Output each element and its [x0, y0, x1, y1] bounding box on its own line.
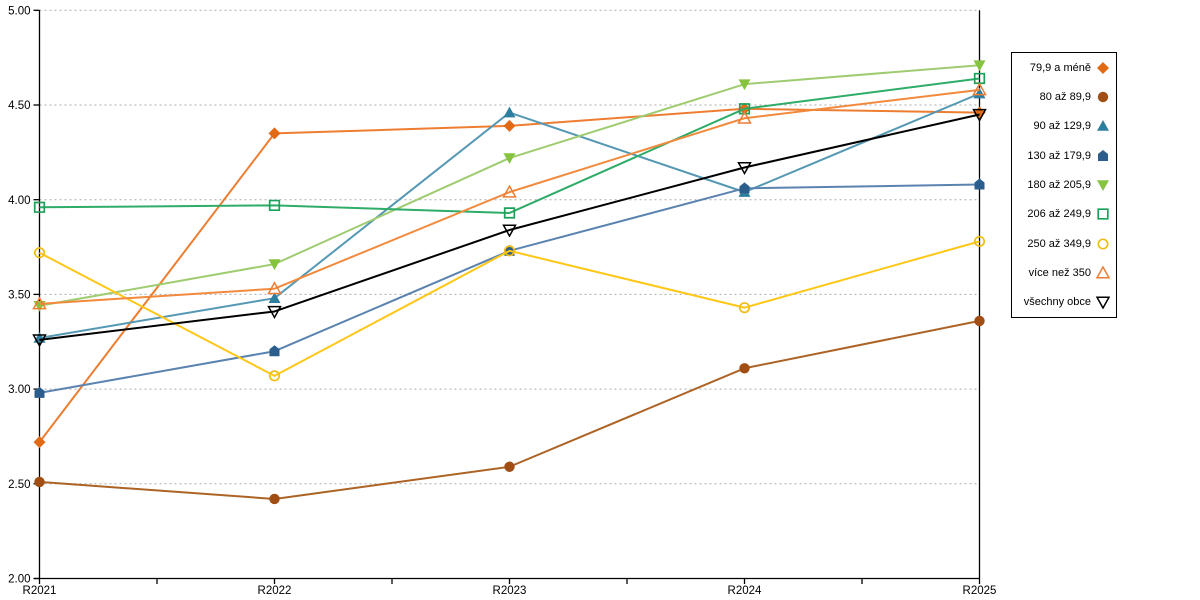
- triangle-down-marker-icon: [1097, 180, 1109, 191]
- series-line: [39, 88, 980, 305]
- y-tick-label: 4.00: [8, 195, 30, 207]
- data-point-marker: [972, 82, 987, 96]
- legend-label: 79,9 a méně: [1029, 61, 1091, 74]
- series-line: [39, 113, 980, 341]
- data-point-marker: [974, 315, 985, 327]
- circle-marker-icon: [1097, 238, 1109, 250]
- data-point-marker: [33, 247, 46, 259]
- data-point-marker: [739, 182, 750, 194]
- series-6: [33, 72, 986, 219]
- legend-item-7: 250 až 349,9: [1012, 229, 1116, 258]
- x-tick-label: R2024: [728, 585, 762, 597]
- data-point-marker: [33, 436, 46, 449]
- data-point-marker: [504, 461, 515, 472]
- data-point-marker: [738, 302, 751, 314]
- legend-label: 80 až 89,9: [1039, 90, 1091, 103]
- series-line: [39, 240, 980, 377]
- data-point-marker: [268, 370, 281, 382]
- data-point-marker: [503, 106, 516, 118]
- data-point-marker: [738, 79, 751, 91]
- data-point-marker: [973, 87, 986, 99]
- data-point-marker: [973, 72, 986, 85]
- series-8: [32, 82, 987, 310]
- y-tick-label: 4.50: [8, 100, 30, 112]
- series-2: [34, 315, 985, 505]
- data-point-marker: [268, 199, 281, 212]
- data-point-marker: [34, 476, 45, 488]
- series-1: [33, 102, 986, 449]
- legend-label: 130 až 179,9: [1027, 149, 1091, 162]
- data-point-marker: [269, 345, 280, 357]
- triangle-up-marker-icon: [1096, 265, 1110, 279]
- legend-item-6: 206 až 249,9: [1012, 200, 1116, 229]
- data-point-marker: [267, 281, 282, 295]
- legend-item-1: 79,9 a méně: [1012, 53, 1116, 82]
- triangle-up-marker-icon: [1097, 120, 1109, 132]
- data-point-marker: [269, 493, 280, 505]
- data-point-marker: [737, 161, 752, 176]
- series-line: [39, 77, 980, 214]
- legend-label: 206 až 249,9: [1027, 208, 1091, 221]
- x-tick-label: R2021: [23, 585, 57, 597]
- data-point-marker: [974, 178, 985, 190]
- square-marker-icon: [1097, 208, 1109, 220]
- data-point-marker: [32, 296, 47, 310]
- series-4: [34, 178, 985, 398]
- legend-item-8: více než 350: [1012, 258, 1116, 287]
- triangle-down-marker-icon: [1096, 296, 1110, 310]
- y-tick-label: 2.00: [8, 574, 30, 586]
- series-line: [39, 183, 980, 394]
- legend-label: 180 až 205,9: [1027, 178, 1091, 191]
- legend-label: všechny obce: [1023, 296, 1091, 309]
- y-tick-label: 5.00: [8, 5, 30, 17]
- x-tick-label: R2023: [493, 585, 527, 597]
- pentagon-marker-icon: [1098, 149, 1108, 161]
- data-point-marker: [503, 119, 516, 132]
- legend-item-3: 90 až 129,9: [1012, 112, 1116, 141]
- data-point-marker: [739, 363, 750, 374]
- x-tick-label: R2022: [258, 585, 292, 597]
- legend-label: více než 350: [1028, 266, 1091, 279]
- legend-label: 90 až 129,9: [1033, 120, 1092, 133]
- data-point-marker: [32, 334, 47, 348]
- data-point-marker: [268, 127, 281, 140]
- data-point-marker: [503, 207, 516, 219]
- data-point-marker: [267, 305, 282, 319]
- y-tick-label: 3.00: [8, 384, 30, 396]
- data-point-marker: [737, 110, 752, 124]
- data-point-marker: [973, 235, 986, 247]
- diamond-marker-icon: [1097, 61, 1109, 74]
- data-point-marker: [34, 386, 45, 398]
- series-9: [32, 108, 987, 348]
- chart-legend: 79,9 a méně 80 až 89,9 90 až 129,9 130 až 1…: [1011, 52, 1117, 318]
- data-point-marker: [738, 103, 751, 115]
- series-5: [33, 60, 986, 312]
- data-point-marker: [503, 245, 516, 257]
- data-point-marker: [502, 224, 517, 238]
- legend-item-9: všechny obce: [1012, 288, 1116, 317]
- legend-label: 250 až 349,9: [1027, 237, 1091, 250]
- legend-item-5: 180 až 205,9: [1012, 170, 1116, 199]
- data-point-marker: [33, 201, 46, 213]
- legend-item-4: 130 až 179,9: [1012, 141, 1116, 170]
- data-point-marker: [973, 60, 986, 72]
- circle-marker-icon: [1097, 91, 1109, 103]
- data-point-marker: [268, 292, 281, 303]
- y-tick-label: 3.50: [8, 290, 30, 302]
- y-tick-label: 2.50: [8, 479, 30, 491]
- data-point-marker: [503, 153, 516, 165]
- legend-item-2: 80 až 89,9: [1012, 82, 1116, 111]
- series-7: [33, 235, 986, 382]
- x-tick-label: R2025: [963, 585, 997, 597]
- data-point-marker: [502, 184, 517, 198]
- series-line: [39, 319, 980, 500]
- data-point-marker: [972, 108, 987, 123]
- data-point-marker: [268, 259, 281, 271]
